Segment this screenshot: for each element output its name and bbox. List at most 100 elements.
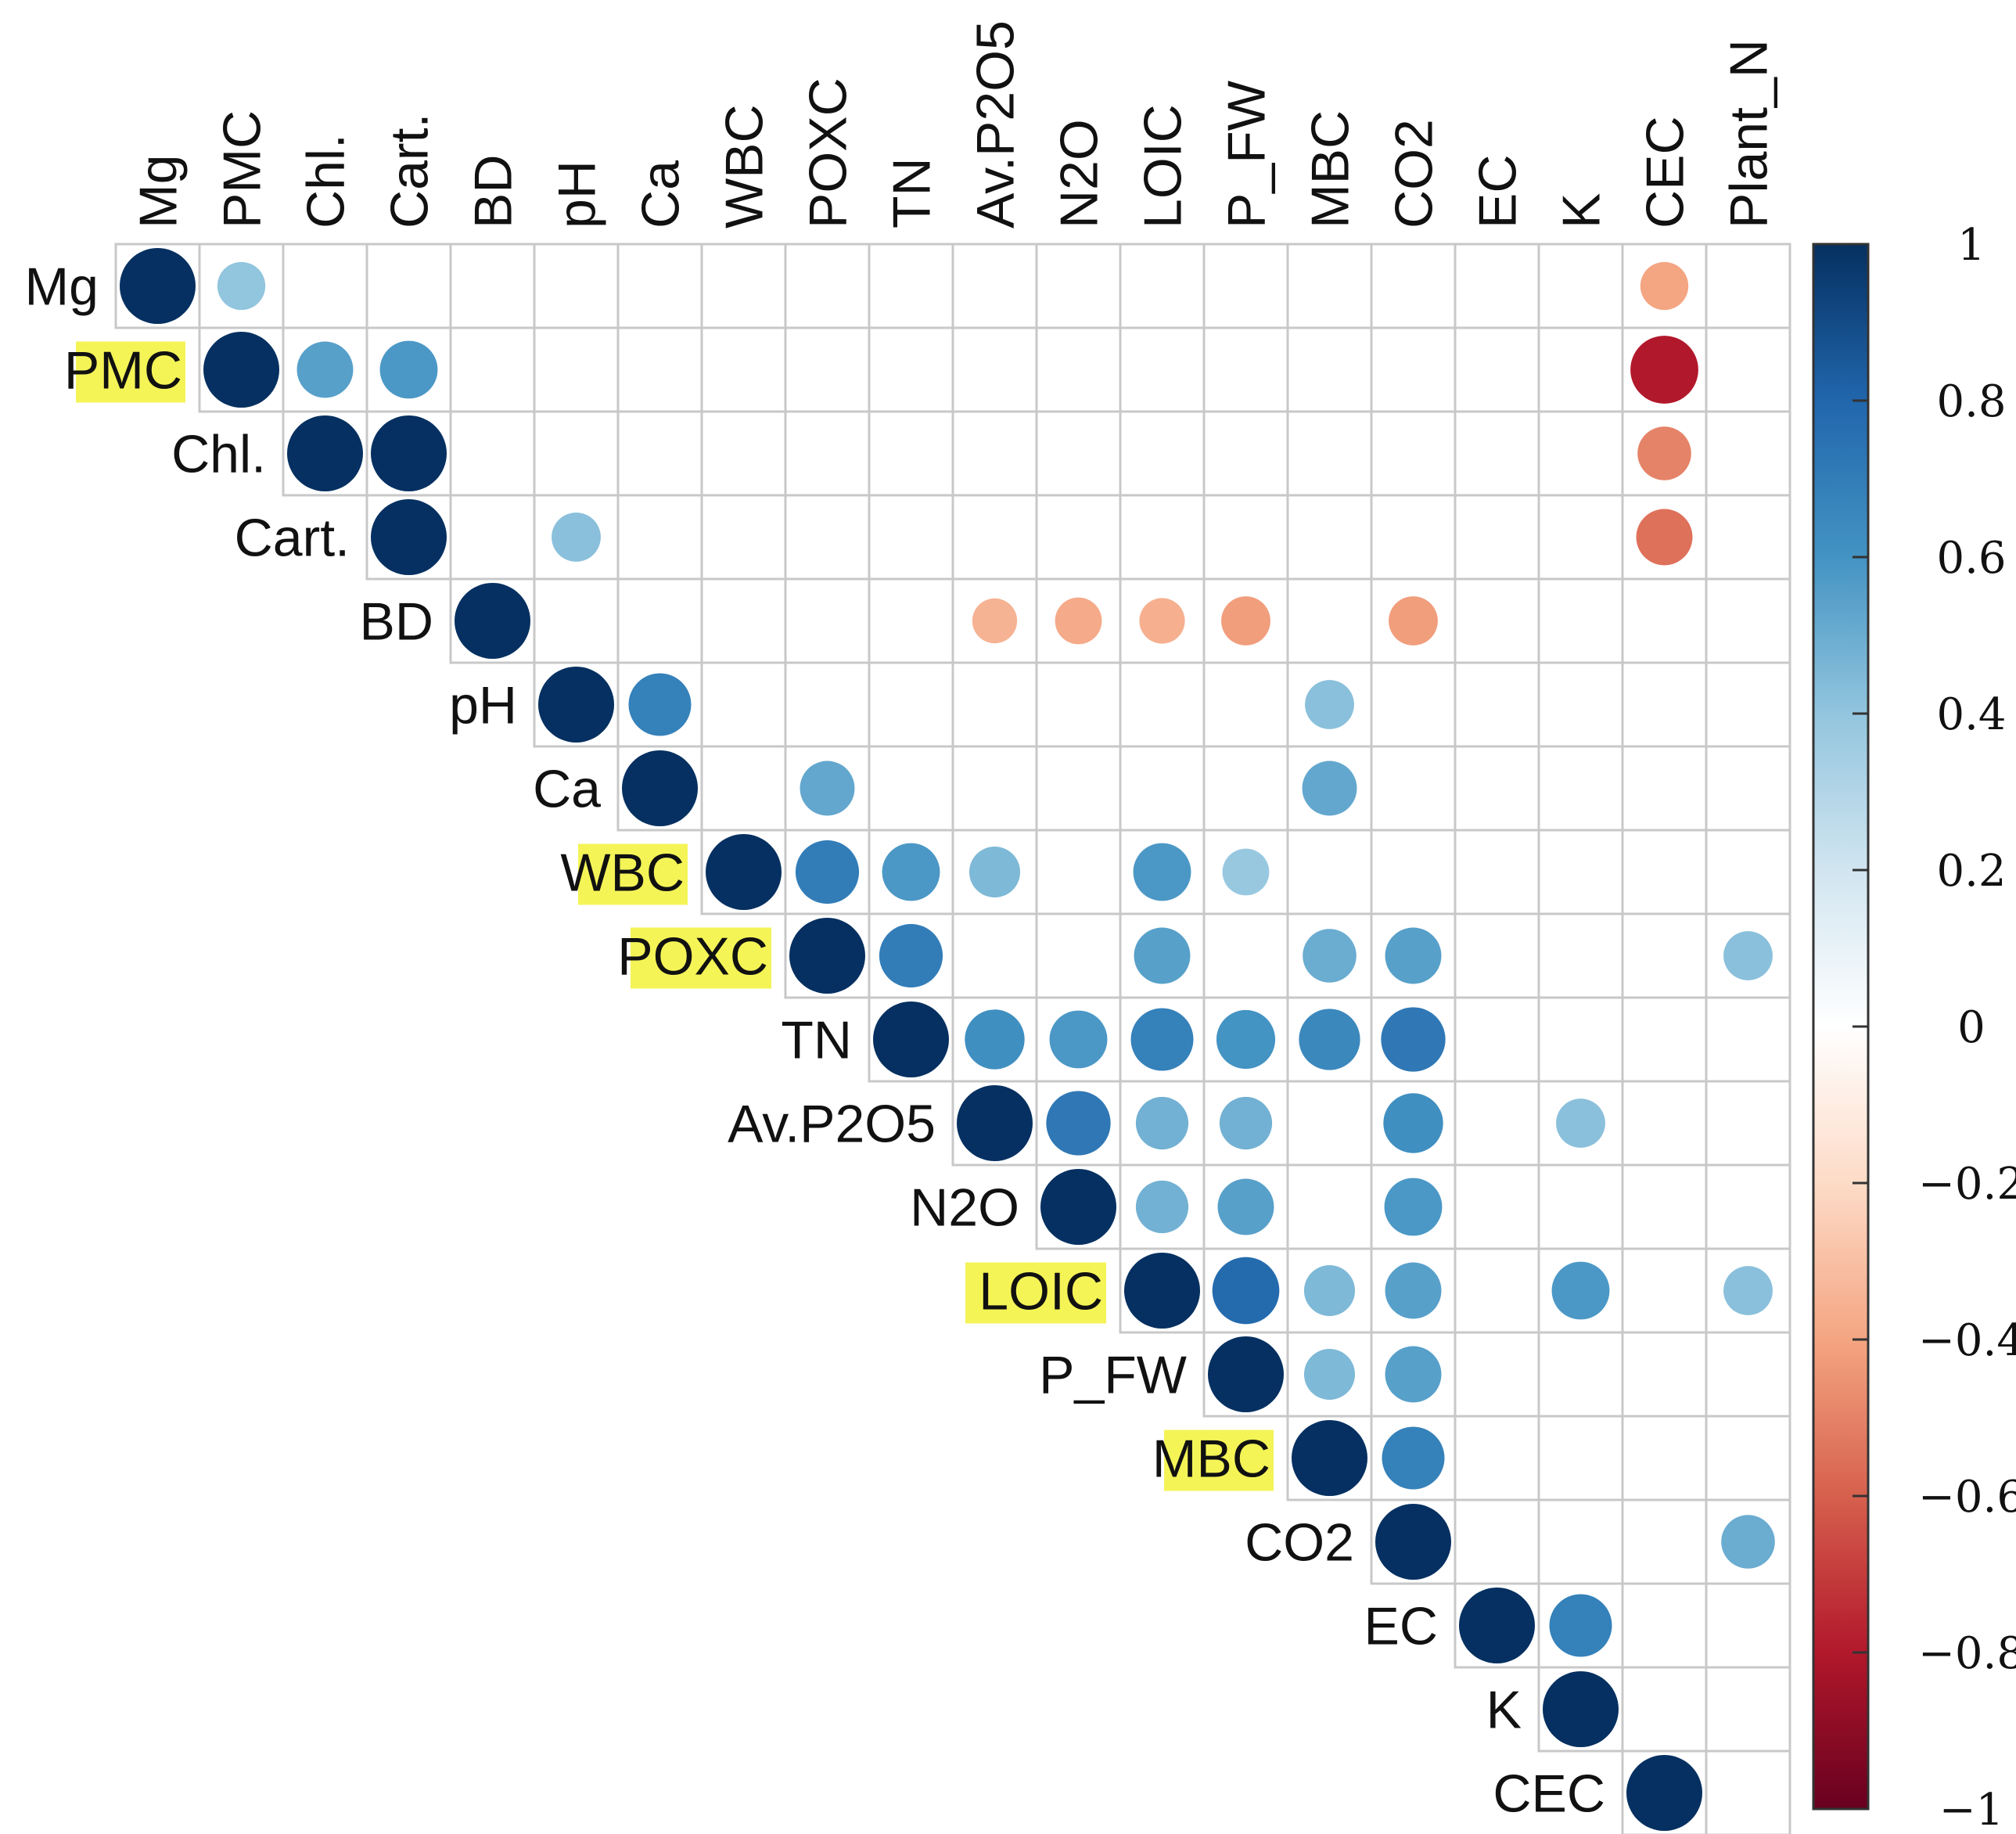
column-label-ec: EC [1468, 155, 1528, 228]
grid-cell [1621, 577, 1708, 664]
grid-cell [533, 326, 620, 413]
grid-cell [700, 577, 787, 664]
grid-cell [1621, 661, 1708, 748]
highlight-wbc [578, 843, 688, 905]
grid-cell [449, 243, 536, 329]
grid-cell [1202, 326, 1289, 413]
grid-cell [1454, 1163, 1540, 1250]
corr-circle-mbc-mbc [1292, 1420, 1367, 1496]
column-label-plant-n: Plant_N [1720, 39, 1779, 228]
corr-circle-ca-poxc [800, 761, 855, 816]
grid-cell [1705, 1080, 1791, 1167]
grid-cell [784, 243, 871, 329]
grid-cell [1454, 577, 1540, 664]
corr-circle-wbc-wbc [706, 834, 782, 910]
grid-cell [1454, 912, 1540, 999]
column-label-pmc: PMC [213, 110, 272, 228]
corr-circle-cart-cec [1636, 509, 1693, 566]
corr-circle-pmc-pmc [203, 332, 279, 408]
corr-circle-poxc-mbc [1303, 929, 1357, 983]
grid-cell [1621, 1331, 1708, 1418]
corr-circle-wbc-loic [1133, 843, 1191, 901]
corr-circle-av-p2o5-av-p2o5 [957, 1085, 1033, 1161]
grid-cell [1119, 410, 1206, 497]
grid-cell [1454, 1080, 1540, 1167]
corr-circle-cec-cec [1626, 1755, 1702, 1831]
grid-cell [1621, 745, 1708, 832]
grid-cell [1119, 661, 1206, 748]
colorbar-tick-label: −0.4 [1918, 1315, 2016, 1366]
corr-circle-poxc-plant-n [1723, 931, 1773, 980]
grid-cell [1454, 745, 1540, 832]
grid-cell [1454, 996, 1540, 1083]
grid-cell [784, 661, 871, 748]
grid-cell [1621, 1666, 1708, 1753]
grid-cell [1035, 829, 1122, 915]
row-label-tn: TN [781, 1011, 852, 1070]
corr-circle-cart-ph [552, 512, 601, 562]
grid-cell [1119, 243, 1206, 329]
row-label-poxc: POXC [617, 927, 768, 987]
corr-circle-bd-loic [1139, 598, 1185, 644]
grid-cell [1537, 326, 1624, 413]
grid-cell [1119, 494, 1206, 581]
row-label-ph: pH [449, 676, 517, 735]
grid-cell [700, 410, 787, 497]
grid-cell [868, 745, 954, 832]
grid-cell [533, 577, 620, 664]
grid-cell [1370, 661, 1457, 748]
corr-circle-loic-plant-n [1723, 1266, 1773, 1315]
grid-cell [784, 326, 871, 413]
grid-cell [1202, 243, 1289, 329]
grid-cell [365, 243, 452, 329]
grid-cell [1286, 494, 1373, 581]
grid-cell [868, 661, 954, 748]
grid-cell [1119, 745, 1206, 832]
grid-cell [1621, 1247, 1708, 1334]
corr-circle-tn-mbc [1299, 1009, 1360, 1070]
highlight-loic [965, 1262, 1106, 1324]
column-label-p-fw: P_FW [1217, 81, 1277, 228]
grid-cell [449, 494, 536, 581]
grid-cell [1454, 494, 1540, 581]
corr-circle-loic-co2 [1385, 1262, 1442, 1319]
corr-circle-mbc-co2 [1382, 1426, 1445, 1490]
grid-cell [700, 745, 787, 832]
corr-circle-av-p2o5-p-fw [1219, 1096, 1273, 1150]
column-label-av-p2o5: Av.P2O5 [966, 20, 1026, 228]
column-label-k: K [1552, 193, 1612, 228]
grid-cell [1537, 661, 1624, 748]
grid-cell [1621, 1582, 1708, 1669]
grid-cell [951, 912, 1038, 999]
grid-cell [1705, 1749, 1791, 1834]
corr-circle-tn-tn [873, 1002, 949, 1077]
corr-circle-poxc-loic [1134, 927, 1191, 984]
grid-cell [616, 577, 703, 664]
grid-cell [533, 243, 620, 329]
grid-cell [1705, 243, 1791, 329]
column-label-poxc: POXC [799, 77, 858, 228]
grid-cell [616, 243, 703, 329]
corr-circle-poxc-poxc [789, 918, 865, 994]
grid-cell [1537, 912, 1624, 999]
corr-circle-ph-ca [628, 673, 692, 736]
corr-circle-tn-n2o [1049, 1010, 1108, 1069]
correlation-circles [120, 248, 1775, 1831]
row-label-pmc: PMC [64, 341, 182, 401]
row-label-n2o: N2O [910, 1178, 1019, 1238]
grid-cell [1286, 243, 1373, 329]
corr-circle-mg-mg [120, 248, 196, 324]
grid-cell [1537, 829, 1624, 915]
corr-circle-chl-cart [371, 415, 447, 491]
grid-cell [1202, 661, 1289, 748]
grid-cell [1537, 1331, 1624, 1418]
grid-cell [1202, 410, 1289, 497]
grid-cell [868, 577, 954, 664]
row-label-mg: Mg [25, 257, 99, 317]
corr-circle-tn-co2 [1381, 1007, 1446, 1072]
corr-circle-wbc-av-p2o5 [968, 846, 1021, 898]
row-label-mbc: MBC [1152, 1429, 1270, 1489]
grid-cell [1705, 494, 1791, 581]
corr-circle-p-fw-mbc [1303, 1348, 1356, 1401]
